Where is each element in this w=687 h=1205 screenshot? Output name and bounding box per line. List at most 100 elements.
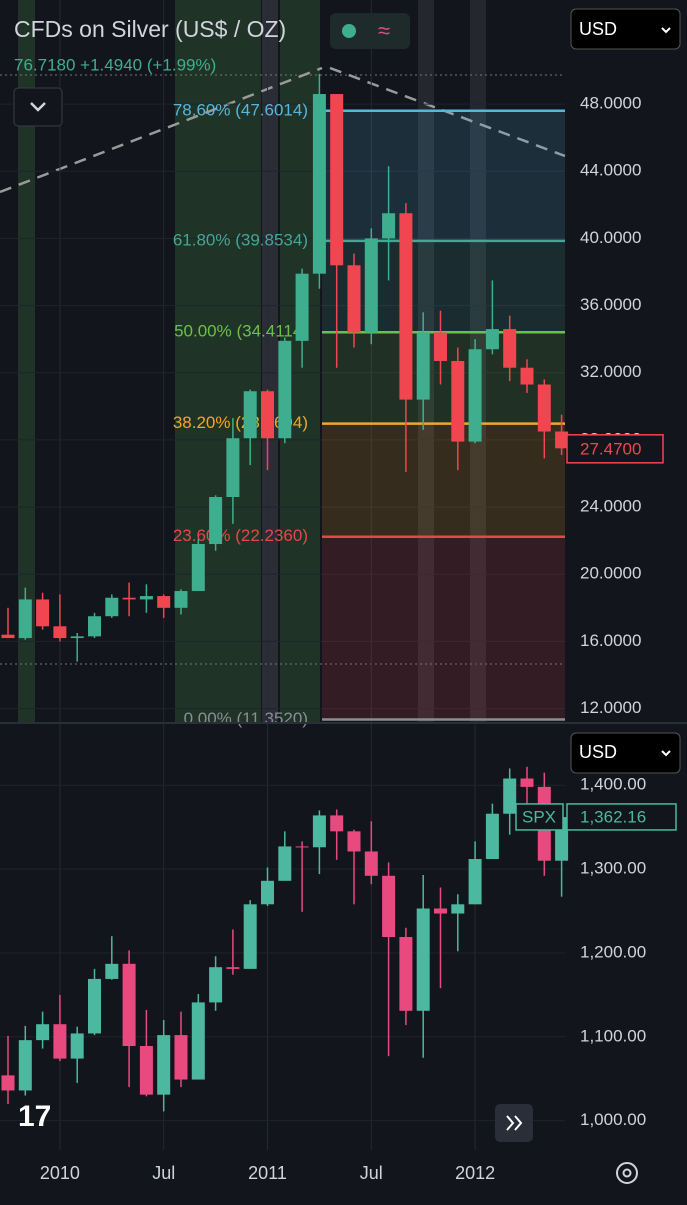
- arrows: [506, 1115, 523, 1131]
- candle-body: [261, 391, 274, 439]
- y-tick-label: 20.0000: [580, 564, 641, 583]
- x-tick-label: 2012: [455, 1163, 495, 1183]
- x-tick-label: Jul: [152, 1163, 175, 1183]
- candle-body: [243, 391, 257, 439]
- band: [262, 0, 278, 722]
- series-tag: [515, 803, 564, 831]
- fib-label: 38.20% (28.9694): [173, 413, 308, 432]
- x-tick-label: Jul: [360, 1163, 383, 1183]
- candle-body: [122, 597, 136, 600]
- candle-body: [503, 329, 517, 368]
- chart-title: CFDs on Silver (US$ / OZ): [14, 16, 286, 42]
- status-dot: [342, 24, 356, 38]
- candle-body: [434, 908, 447, 914]
- candle-body: [399, 213, 413, 400]
- y-tick-label: 32.0000: [580, 362, 641, 381]
- y-tick-label: 16.0000: [580, 631, 641, 650]
- y-tick-label: 40.0000: [580, 228, 641, 247]
- candle-body: [174, 1035, 188, 1080]
- candle-body: [122, 963, 136, 1047]
- fib-label: 61.80% (39.8534): [173, 230, 308, 249]
- currency: USD: [579, 19, 617, 39]
- candle-body: [451, 904, 465, 914]
- candle-body: [347, 265, 361, 333]
- fib-zone: [322, 536, 565, 720]
- fib-label: 23.60% (22.2360): [173, 526, 308, 545]
- candle-body: [36, 599, 50, 627]
- candle-body: [261, 880, 274, 905]
- y-tick-label: 1,000.00: [580, 1110, 646, 1129]
- gear-hub: [622, 1168, 632, 1178]
- currency: USD: [579, 742, 617, 762]
- y-tick-label: 24.0000: [580, 497, 641, 516]
- candle-body: [88, 616, 101, 637]
- series-name: SPX: [522, 807, 556, 826]
- candle-body: [278, 846, 292, 881]
- last-price-box: [566, 434, 664, 464]
- fib-zone: [322, 423, 565, 537]
- candle-body: [416, 332, 430, 400]
- chevron: [30, 102, 46, 112]
- settings-button[interactable]: [616, 1162, 638, 1184]
- last-price-box: [566, 803, 677, 831]
- candle-body: [18, 599, 32, 639]
- candle-body: [105, 963, 119, 979]
- y-tick-label: 1,300.00: [580, 859, 646, 878]
- currency-dropdown[interactable]: [570, 8, 681, 50]
- candle-body: [382, 213, 396, 239]
- candle-body: [364, 851, 378, 876]
- candle-body: [520, 367, 534, 385]
- candle-body: [399, 937, 413, 1011]
- fib-label: 0.00% (11.3520): [184, 709, 308, 728]
- y-tick-label: 12.0000: [580, 698, 641, 717]
- candle-body: [53, 1024, 67, 1059]
- candle-body: [503, 778, 517, 814]
- x-tick-label: 2011: [248, 1163, 287, 1183]
- candle-body: [36, 1024, 50, 1041]
- collapse-button[interactable]: [13, 87, 63, 127]
- candle-body: [416, 908, 430, 1011]
- candle-body: [382, 875, 396, 937]
- candle-body: [485, 329, 499, 350]
- chevron: [661, 750, 671, 757]
- band: [18, 0, 35, 722]
- candle-body: [468, 859, 482, 905]
- candle-body: [537, 384, 551, 432]
- status-icon: ≈: [378, 18, 390, 43]
- candle-body: [278, 340, 292, 439]
- fib-label: 50.00% (34.4114): [174, 322, 308, 341]
- candle-body: [139, 596, 153, 600]
- candle-body: [520, 778, 534, 787]
- y-tick-label: 48.0000: [580, 94, 641, 113]
- candle-body: [1, 634, 15, 639]
- currency-dropdown[interactable]: [570, 732, 681, 774]
- y-tick-label: 1,200.00: [580, 942, 646, 961]
- candle-body: [105, 597, 119, 617]
- last-price-label: 1,362.16: [580, 807, 646, 826]
- gear: [616, 1162, 638, 1184]
- y-tick-label: 1,100.00: [580, 1026, 646, 1045]
- x-tick-label: 2010: [40, 1163, 80, 1183]
- quote: 76.7180 +1.4940 (+1.99%): [14, 55, 216, 74]
- candle-body: [226, 967, 240, 969]
- fib-zone: [322, 110, 565, 241]
- candle-body: [330, 815, 344, 832]
- candle-body: [191, 1002, 205, 1080]
- trend-line: [0, 66, 323, 194]
- candle-body: [209, 497, 223, 545]
- candle-body: [295, 846, 309, 848]
- candle-body: [157, 1035, 171, 1095]
- candle-body: [330, 94, 344, 266]
- candle-body: [485, 813, 499, 860]
- candle-body: [88, 978, 101, 1034]
- candle-body: [347, 831, 361, 852]
- fib-zone: [322, 240, 565, 333]
- y-tick-label: 44.0000: [580, 161, 641, 180]
- candle-body: [312, 94, 326, 274]
- candle-body: [451, 361, 465, 442]
- status-pill: [330, 13, 410, 49]
- chevron: [661, 27, 671, 34]
- candle-body: [226, 438, 240, 498]
- fib-label: 78.60% (47.6014): [173, 100, 308, 119]
